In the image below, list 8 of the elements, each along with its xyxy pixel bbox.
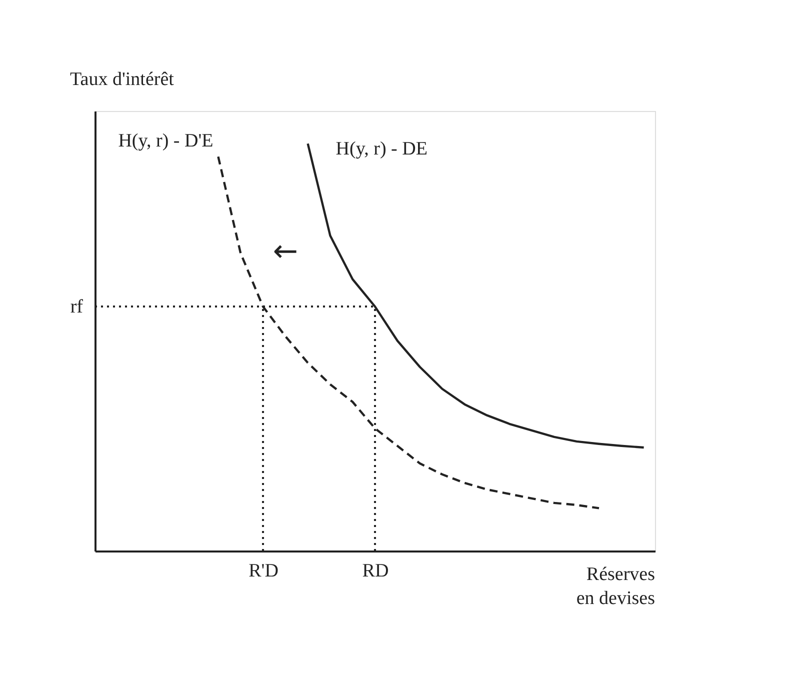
x-tick-label: R'D [248,560,278,582]
series-label: H(y, r) - D'E [118,130,214,152]
x-axis-title: Réserves en devises [576,564,655,609]
annotation: ← [272,234,298,269]
series-label: H(y, r) - DE [336,138,428,160]
x-tick-label: RD [362,560,389,582]
ref-line-label: rf [70,296,84,318]
y-axis-title: Taux d'intérêt [70,69,175,90]
